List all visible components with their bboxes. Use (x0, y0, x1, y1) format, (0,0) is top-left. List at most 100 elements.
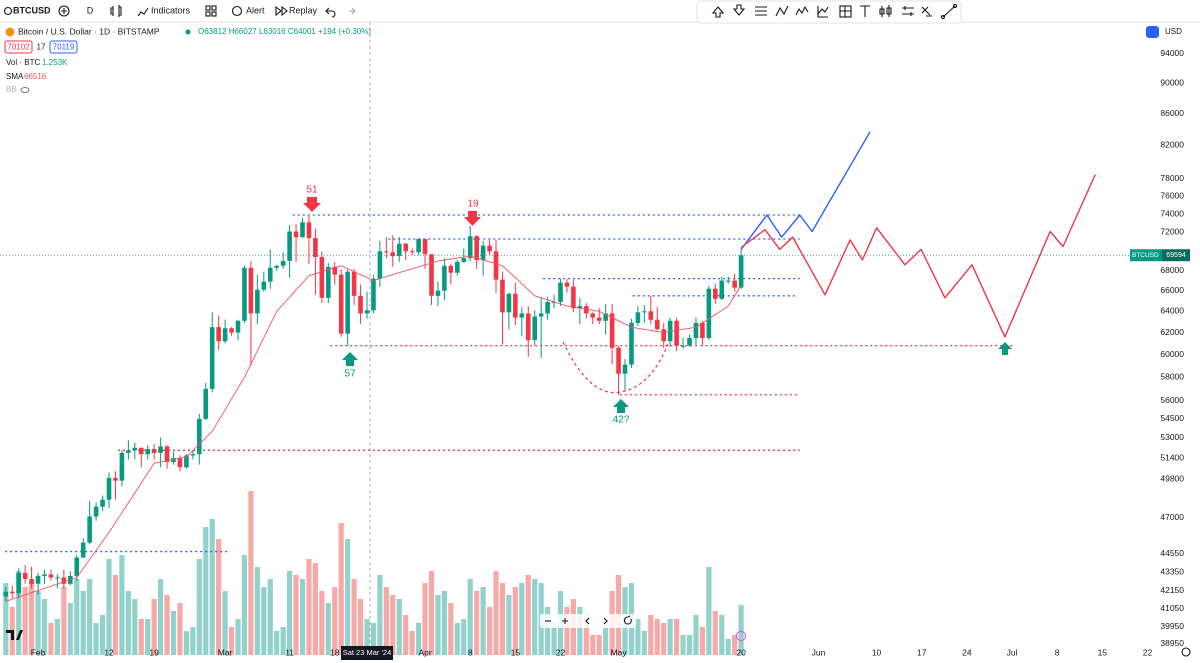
tool-trendline[interactable] (942, 5, 956, 18)
x-tick-label: 19 (149, 647, 159, 657)
candle-body (642, 311, 647, 313)
candle-body (390, 252, 396, 257)
candle-body (551, 301, 557, 303)
candle-body (577, 306, 583, 309)
candle-body (667, 320, 673, 342)
volume-bar (112, 575, 119, 655)
volume-bar (686, 635, 693, 655)
volume-bar (383, 587, 389, 655)
scroll-left[interactable] (585, 617, 590, 625)
cup-curve (562, 341, 669, 394)
candle-body (306, 222, 312, 239)
up-arrow (998, 342, 1012, 355)
candle-body (455, 261, 460, 273)
volume-bar (435, 595, 441, 655)
candle-body (216, 327, 221, 342)
volume-bar (712, 611, 718, 655)
candle-body (338, 274, 344, 334)
candle-body (229, 328, 234, 333)
replay-button[interactable]: Replay (289, 5, 318, 15)
compare-button[interactable] (58, 5, 70, 17)
tool-measure[interactable] (921, 6, 932, 17)
x-tick-label: 15 (511, 647, 521, 657)
candle-body (261, 281, 267, 290)
candle-body (654, 319, 660, 330)
candle-body (687, 337, 692, 346)
candle-body (9, 591, 15, 594)
tool-short[interactable] (732, 4, 746, 16)
volume-bar (41, 599, 48, 655)
tool-brush[interactable] (902, 6, 914, 16)
undo-button[interactable] (325, 7, 336, 18)
volume-bar (29, 583, 35, 655)
candle-body (680, 345, 686, 347)
y-tick-label: 68000 (1160, 265, 1184, 275)
alert-button[interactable]: Alert (246, 5, 265, 15)
search-icon[interactable] (3, 6, 13, 16)
scroll-right[interactable] (603, 617, 608, 625)
y-tick-label: 47000 (1160, 512, 1184, 522)
redo-button[interactable] (349, 7, 356, 15)
tool-fib[interactable] (755, 6, 767, 16)
tool-bars[interactable] (879, 5, 892, 17)
volume-legend-value: 1.253K (42, 58, 68, 67)
volume-bar (648, 615, 654, 655)
volume-bar (441, 591, 448, 655)
sma-legend-value: 66516 (24, 72, 47, 81)
tool-elliott[interactable] (795, 5, 809, 16)
up-arrow (613, 399, 629, 413)
candle-body (596, 317, 602, 321)
chart-type-button[interactable] (110, 5, 122, 17)
volume-bar (474, 591, 480, 655)
volume-bar (390, 595, 396, 655)
candle-body (525, 313, 531, 341)
volume-bar (480, 587, 486, 655)
volume-bar (138, 619, 144, 655)
y-tick-label: 86000 (1160, 108, 1184, 118)
tool-pattern[interactable] (775, 5, 789, 17)
symbol[interactable]: BTCUSD (13, 5, 51, 15)
tool-range-icon (840, 6, 851, 17)
sell-button[interactable] (4, 40, 33, 54)
candle-body (403, 243, 409, 252)
candle-body (42, 574, 47, 576)
interval[interactable]: D (87, 5, 94, 15)
buy-button[interactable] (49, 40, 78, 54)
y-tick-label: 78000 (1160, 173, 1184, 183)
volume-bar (409, 631, 415, 655)
layout-icon (211, 5, 217, 11)
reset-button[interactable] (623, 615, 632, 625)
zoom-in[interactable] (562, 618, 568, 624)
candle-body (326, 266, 331, 298)
zoom-bar (540, 614, 636, 628)
candle-body (616, 347, 621, 374)
volume-bar (183, 631, 190, 655)
volume-bar (74, 579, 80, 655)
volume-bar (422, 583, 428, 655)
visibility-toggle[interactable] (20, 87, 30, 93)
currency[interactable]: USD (1165, 27, 1182, 36)
tool-text[interactable] (860, 5, 870, 17)
volume-bar (332, 587, 338, 655)
volume-bar (319, 591, 325, 655)
sma-line (5, 255, 742, 602)
layout-button[interactable] (205, 5, 211, 11)
volume-bar (67, 603, 73, 655)
sync-button[interactable] (1146, 26, 1159, 38)
candle-body (384, 251, 389, 253)
volume-bar (216, 539, 222, 655)
candle-body (603, 313, 608, 321)
settings-button[interactable] (1181, 647, 1191, 657)
tool-long[interactable] (711, 6, 725, 18)
tool-projection[interactable] (817, 6, 829, 18)
x-tick-label: 10 (872, 647, 882, 657)
candle-body (138, 447, 144, 455)
y-tick-label: 58000 (1160, 371, 1184, 381)
crosshair-label: Sat 23 Mar '24 (343, 648, 392, 657)
indicators-button[interactable]: Indicators (151, 5, 191, 15)
event-icon[interactable] (736, 631, 746, 641)
candle-body (545, 301, 550, 314)
volume-bar (170, 611, 177, 655)
candle-body (396, 243, 402, 257)
y-tick-label: 42150 (1160, 585, 1184, 595)
